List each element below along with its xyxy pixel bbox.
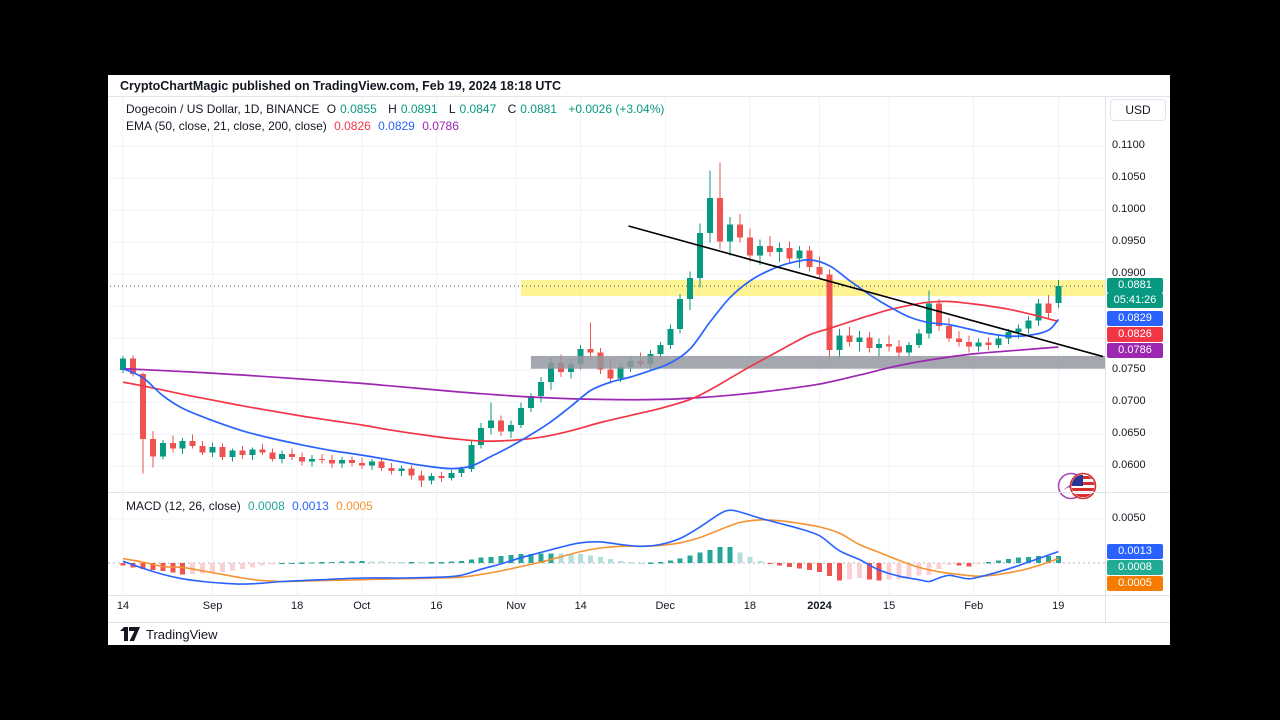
macd-hist-value: 0.0008	[248, 499, 285, 513]
ema21-line[interactable]	[122, 259, 1059, 470]
ema-legend: EMA (50, close, 21, close, 200, close) 0…	[126, 119, 463, 133]
attribution-text: CryptoChartMagic published on TradingVie…	[120, 79, 562, 93]
open-value: O 0.0855	[326, 102, 377, 116]
time-tick-label: 18	[743, 600, 756, 612]
chart-panel: CryptoChartMagic published on TradingVie…	[108, 75, 1170, 645]
candles-layer	[120, 162, 1062, 488]
time-tick-label: 19	[1052, 600, 1065, 612]
currency-usd-button[interactable]: USD	[1110, 99, 1166, 121]
ema21-value: 0.0829	[378, 119, 415, 133]
change-value: +0.0026 (+3.04%)	[568, 102, 665, 116]
macd-title[interactable]: MACD (12, 26, close)	[126, 499, 241, 513]
price-axis-border	[1105, 97, 1106, 622]
footer-border	[108, 622, 1170, 623]
macd-pane[interactable]	[108, 509, 1105, 585]
footer-bar: TradingView	[108, 623, 1170, 645]
chart-canvas[interactable]	[108, 75, 1170, 645]
time-tick-label: 18	[291, 600, 304, 612]
time-tick-label: Oct	[353, 600, 371, 612]
macd-value-badge: 0.0008	[1107, 559, 1163, 575]
ema200-line[interactable]	[122, 346, 1059, 401]
channel-flag-watermark-icon	[1057, 472, 1097, 500]
price-badge: 0.0829	[1107, 311, 1163, 327]
macd-line-value: 0.0013	[292, 499, 329, 513]
price-badge: 0.0881	[1107, 278, 1163, 294]
macd-value-badge: 0.0013	[1107, 543, 1163, 559]
macd-legend: MACD (12, 26, close) 0.0008 0.0013 0.000…	[126, 499, 377, 513]
price-tick-label: 0.0650	[1112, 427, 1146, 439]
descending-trendline[interactable]	[628, 225, 1104, 358]
time-tick-label: Feb	[964, 600, 984, 612]
price-tick-label: 0.0750	[1112, 363, 1146, 375]
time-tick-label: 2024	[807, 600, 832, 612]
macd-value-badge: 0.0005	[1107, 575, 1163, 591]
countdown-badge: 05:41:26	[1107, 293, 1163, 309]
time-axis[interactable]: 14 Sep 18 Oct 16 Nov 14 Dec 18 2024 15 Feb 19	[108, 600, 1105, 622]
ema-title[interactable]: EMA (50, close, 21, close, 200, close)	[126, 119, 327, 133]
attribution-bar: CryptoChartMagic published on TradingVie…	[108, 75, 1170, 97]
time-tick-label: 15	[883, 600, 896, 612]
price-tick-label: 0.0900	[1112, 267, 1146, 279]
low-value: L 0.0847	[448, 102, 497, 116]
price-tick-label: 0.0700	[1112, 395, 1146, 407]
gridlines	[108, 97, 1105, 595]
time-tick-label: Nov	[506, 600, 526, 612]
time-tick-label: Dec	[655, 600, 676, 612]
macd-axis[interactable]: 0.0050 0.0013 0.0008 0.0005	[1105, 493, 1170, 595]
macd-tick-label: 0.0050	[1112, 512, 1146, 524]
time-tick-label: 16	[430, 600, 443, 612]
macd-signal-value: 0.0005	[336, 499, 373, 513]
symbol-title[interactable]: Dogecoin / US Dollar, 1D, BINANCE	[126, 102, 320, 116]
price-tick-label: 0.1000	[1112, 203, 1146, 215]
price-tick-label: 0.0950	[1112, 235, 1146, 247]
macd-histogram	[120, 547, 1061, 581]
price-tick-label: 0.0600	[1112, 459, 1146, 471]
ema50-value: 0.0826	[334, 119, 371, 133]
macd-main-line	[122, 509, 1059, 585]
price-axis[interactable]: 0.11000.10500.10000.09500.09000.08500.08…	[1105, 97, 1170, 492]
time-tick-label: 14	[116, 600, 130, 612]
close-value: C 0.0881	[507, 102, 557, 116]
main-pane[interactable]	[110, 162, 1105, 488]
time-axis-border	[108, 595, 1170, 596]
footer-brand-link[interactable]: TradingView	[146, 626, 218, 642]
gray-support-zone	[530, 355, 1105, 369]
ema200-value: 0.0786	[422, 119, 459, 133]
ema50-line[interactable]	[122, 300, 1059, 443]
time-tick-label: Sep	[202, 600, 223, 612]
pane-divider[interactable]	[108, 492, 1170, 493]
price-badge: 0.0786	[1107, 343, 1163, 359]
price-badge: 0.0826	[1107, 327, 1163, 343]
high-value: H 0.0891	[388, 102, 438, 116]
price-tick-label: 0.1100	[1112, 139, 1145, 151]
price-tick-label: 0.1050	[1112, 171, 1146, 183]
yellow-resistance-zone	[521, 280, 1105, 297]
tradingview-logo-icon	[120, 627, 140, 641]
time-tick-label: 14	[574, 600, 587, 612]
symbol-legend: Dogecoin / US Dollar, 1D, BINANCE O 0.085…	[126, 102, 668, 116]
